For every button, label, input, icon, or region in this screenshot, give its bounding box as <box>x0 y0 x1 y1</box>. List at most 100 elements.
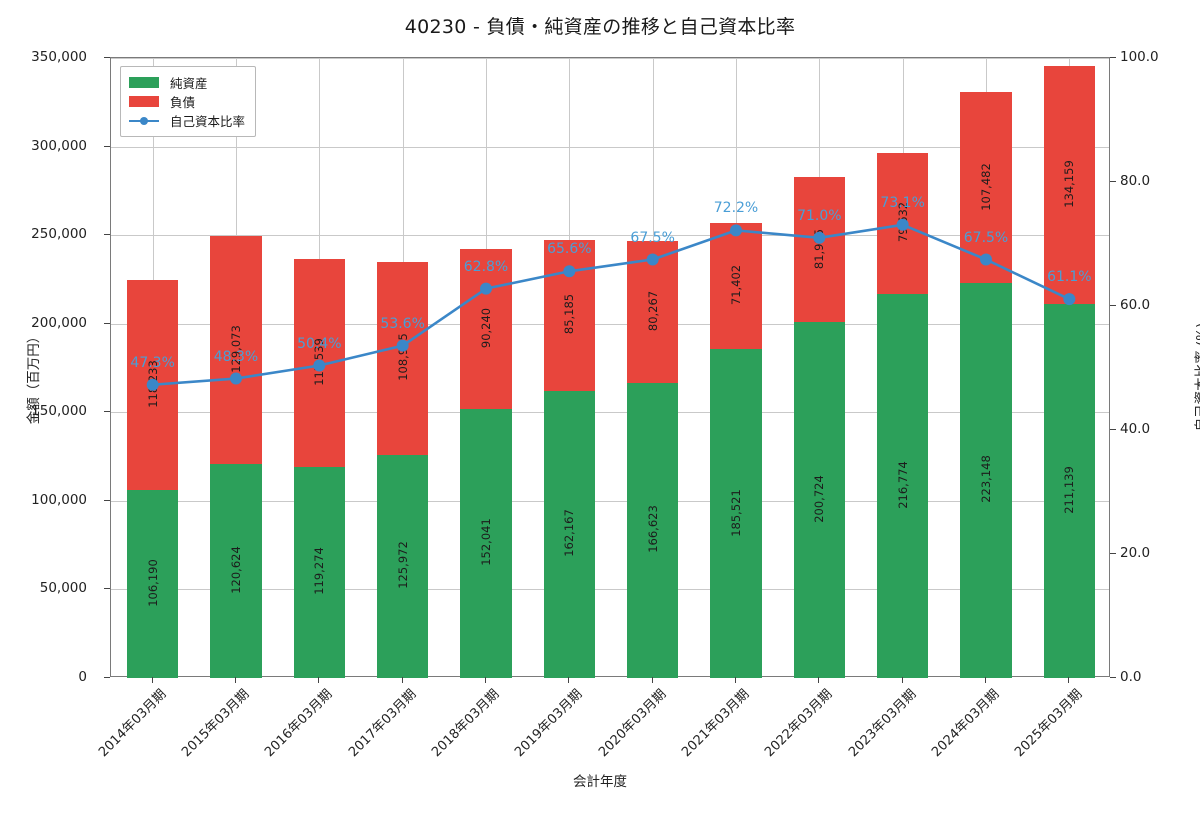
x-axis-tick-mark <box>568 677 570 683</box>
ratio-marker[interactable] <box>730 224 742 237</box>
y-axis-tick-label: 250,000 <box>31 226 87 243</box>
legend-line-marker-icon <box>129 115 159 126</box>
ratio-marker[interactable] <box>313 359 326 372</box>
secondary-y-axis-tick-label: 100.0 <box>1120 49 1159 65</box>
secondary-y-axis-tick-label: 60.0 <box>1120 297 1151 313</box>
x-axis-tick-label: 2025年03月期 <box>1012 686 1086 761</box>
bar-equity[interactable] <box>876 294 929 678</box>
y-axis-tick-mark <box>104 145 110 147</box>
secondary-y-axis-tick-mark <box>1110 57 1116 58</box>
bar-equity[interactable] <box>710 349 762 678</box>
ratio-marker[interactable] <box>563 265 576 278</box>
y-axis-tick-label: 350,000 <box>31 49 87 65</box>
y-axis-tick-label: 50,000 <box>39 580 87 597</box>
secondary-y-axis-tick-mark <box>1110 553 1116 554</box>
chart-figure: 40230 - 負債・純資産の推移と自己資本比率 金額（百万円） 自己資本比率 … <box>26 16 1200 790</box>
gridline <box>111 500 1109 502</box>
ratio-marker[interactable] <box>813 231 826 244</box>
y-axis-tick-mark <box>104 57 110 58</box>
bar-equity[interactable] <box>793 322 846 678</box>
ratio-value-label: 53.6% <box>380 315 425 332</box>
bar-liability[interactable] <box>376 261 429 455</box>
secondary-y-axis-tick-mark <box>1110 305 1116 306</box>
ratio-value-label: 71.0% <box>797 207 842 224</box>
bar-equity[interactable] <box>460 408 512 678</box>
x-axis-tick-label: 2017年03月期 <box>345 686 420 761</box>
x-axis-tick-mark <box>401 677 403 683</box>
x-axis-tick-label: 2015年03月期 <box>179 686 253 761</box>
ratio-value-label: 65.6% <box>547 241 592 258</box>
legend-swatch-icon <box>129 96 159 107</box>
y-axis-tick-mark <box>104 499 110 501</box>
bar-equity[interactable] <box>1043 303 1096 678</box>
y-axis-tick-label: 100,000 <box>31 491 87 508</box>
gridline <box>111 146 1109 148</box>
x-axis-tick-mark <box>151 677 153 683</box>
x-axis-tick-mark <box>818 677 820 683</box>
secondary-y-axis-tick-mark <box>1110 181 1116 182</box>
ratio-value-label: 50.4% <box>297 335 342 352</box>
y-axis-tick-label: 300,000 <box>31 137 87 154</box>
x-axis-tick-mark <box>985 677 986 683</box>
bar-equity[interactable] <box>126 489 179 678</box>
ratio-marker[interactable] <box>146 378 159 391</box>
bar-equity[interactable] <box>626 382 679 678</box>
bar-liability[interactable] <box>460 248 512 409</box>
legend-label: 負債 <box>170 95 196 110</box>
ratio-marker[interactable] <box>896 218 909 231</box>
bar-liability[interactable] <box>1043 66 1096 304</box>
ratio-marker[interactable] <box>980 253 992 266</box>
ratio-value-label: 67.5% <box>963 229 1009 246</box>
bar-equity[interactable] <box>376 454 429 678</box>
ratio-marker[interactable] <box>1063 293 1076 306</box>
ratio-value-label: 62.8% <box>463 258 509 275</box>
ratio-marker[interactable] <box>396 339 409 352</box>
y-axis-tick-label: 0 <box>78 669 87 685</box>
y-axis-tick-mark <box>104 234 110 236</box>
x-axis-tick-label: 2021年03月期 <box>679 686 753 761</box>
legend-item[interactable]: 負債 <box>129 92 245 111</box>
x-axis-tick-mark <box>1068 677 1070 683</box>
bar-liability[interactable] <box>793 177 846 323</box>
y-axis-tick-label: 150,000 <box>31 403 87 420</box>
ratio-value-label: 61.1% <box>1047 269 1092 286</box>
x-axis-tick-label: 2024年03月期 <box>929 686 1003 761</box>
secondary-y-axis-tick-label: 80.0 <box>1120 173 1151 189</box>
y-axis-tick-label: 200,000 <box>31 314 87 331</box>
bar-liability[interactable] <box>210 235 262 465</box>
ratio-line <box>146 218 1076 391</box>
secondary-y-axis-tick-label: 40.0 <box>1120 421 1151 437</box>
bar-equity[interactable] <box>210 464 262 678</box>
ratio-value-label: 73.1% <box>880 194 925 211</box>
x-axis-tick-mark <box>735 677 736 683</box>
bar-equity[interactable] <box>293 466 346 678</box>
bar-equity[interactable] <box>543 390 596 678</box>
plot-area: 106,190118,233120,624129,073119,274117,5… <box>110 57 1110 678</box>
legend-item[interactable]: 自己資本比率 <box>129 111 245 130</box>
chart-title: 40230 - 負債・純資産の推移と自己資本比率 <box>404 16 796 38</box>
x-axis-tick-label: 2016年03月期 <box>262 686 336 761</box>
legend-label: 自己資本比率 <box>170 114 246 129</box>
bar-liability[interactable] <box>710 222 762 350</box>
ratio-marker[interactable] <box>480 282 492 295</box>
gridline <box>111 589 1109 591</box>
bar-equity[interactable] <box>960 282 1012 678</box>
y-axis-tick-mark <box>104 411 110 413</box>
legend-swatch-icon <box>129 77 159 88</box>
y-axis-tick-mark <box>104 588 110 590</box>
legend-item[interactable]: 純資産 <box>129 73 245 92</box>
ratio-marker[interactable] <box>646 253 659 266</box>
secondary-y-axis-label: 自己資本比率 (%) <box>1194 322 1200 432</box>
x-axis-tick-label: 2022年03月期 <box>762 686 836 761</box>
gridline <box>111 58 1109 59</box>
x-axis-tick-label: 2019年03月期 <box>512 686 586 761</box>
legend-label: 純資産 <box>170 76 208 91</box>
chart-legend: 純資産負債自己資本比率 <box>120 66 257 137</box>
y-axis-tick-mark <box>104 677 110 678</box>
secondary-y-axis-tick-label: 20.0 <box>1120 545 1151 561</box>
bar-liability[interactable] <box>543 239 596 391</box>
ratio-value-label: 72.2% <box>713 200 759 217</box>
ratio-value-label: 67.5% <box>630 229 675 246</box>
ratio-marker[interactable] <box>230 372 242 385</box>
x-axis-tick-label: 2023年03月期 <box>845 686 920 761</box>
